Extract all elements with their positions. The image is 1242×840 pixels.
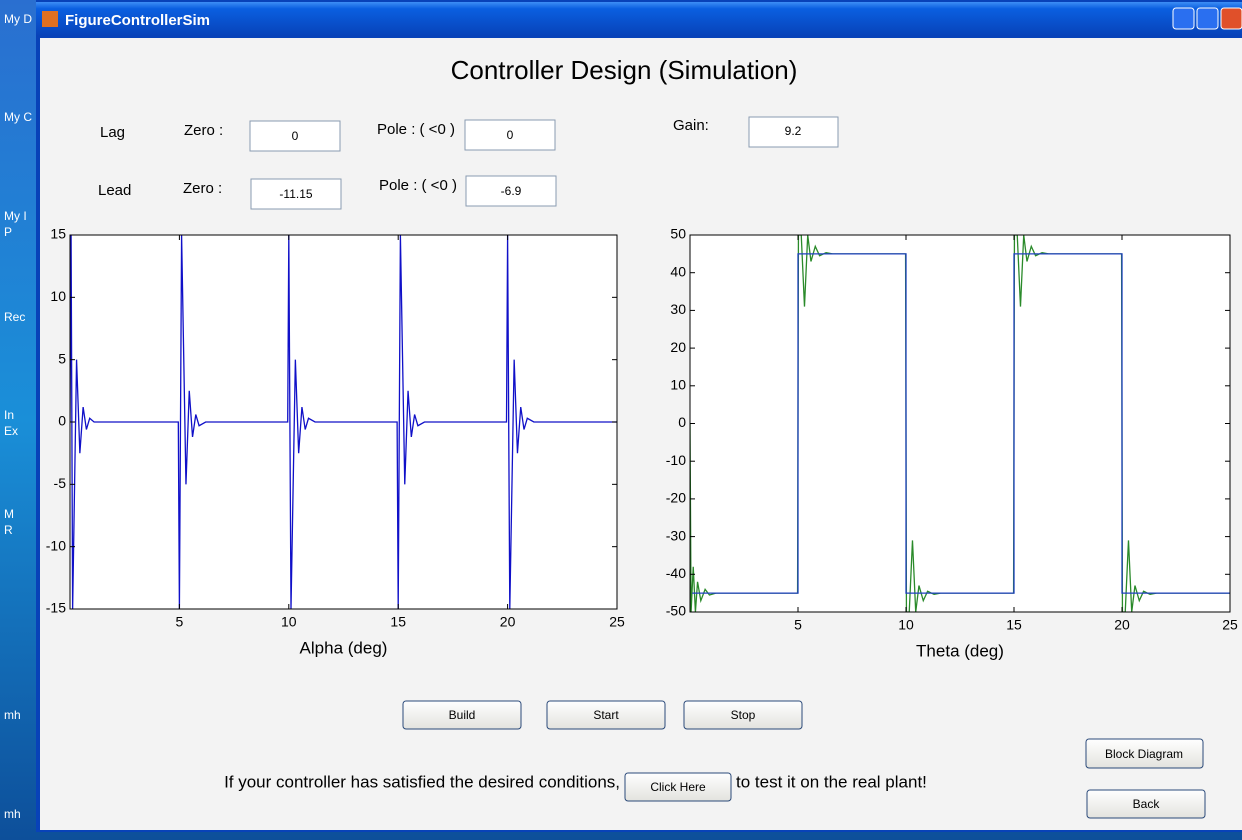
desktop-icon-label: mh (4, 807, 21, 821)
desktop-icon-label: M (4, 507, 14, 521)
stop-button-label: Stop (731, 708, 756, 722)
build-button-label: Build (449, 708, 476, 722)
lead-zero-value: -11.15 (279, 187, 312, 201)
message-after: to test it on the real plant! (736, 772, 927, 791)
y-tick-label: 10 (670, 377, 686, 393)
desktop-icon-label: My C (4, 110, 32, 124)
y-tick-label: 30 (670, 301, 686, 317)
x-tick-label: 15 (1006, 617, 1022, 633)
back-button-label: Back (1133, 797, 1161, 811)
x-tick-label: 15 (390, 614, 406, 630)
y-tick-label: -30 (666, 527, 686, 543)
x-tick-label: 25 (609, 614, 625, 630)
x-axis-label: Alpha (deg) (300, 638, 388, 657)
close-button[interactable] (1220, 7, 1242, 30)
gain-input[interactable] (748, 116, 839, 148)
build-button[interactable]: Build (402, 700, 522, 730)
app-icon (42, 11, 58, 27)
y-tick-label: -15 (46, 600, 66, 616)
desktop-icon-label: My I (4, 209, 27, 223)
x-tick-label: 5 (176, 614, 184, 630)
x-tick-label: 20 (500, 614, 516, 630)
desktop-icon-label: My D (4, 12, 32, 26)
x-tick-label: 10 (281, 614, 297, 630)
lag-pole-label: Pole : ( <0 ) (377, 121, 455, 138)
gain-value: 9.2 (785, 124, 802, 138)
lag-label: Lag (100, 124, 125, 141)
y-tick-label: -5 (54, 475, 67, 491)
gain-label: Gain: (673, 117, 709, 134)
lead-pole-value: -6.9 (501, 184, 522, 198)
y-tick-label: 0 (58, 413, 66, 429)
desktop-icon-label: Ex (4, 424, 18, 438)
lead-pole-input[interactable] (465, 175, 557, 207)
maximize-button[interactable] (1196, 7, 1219, 30)
message-before: If your controller has satisfied the des… (224, 772, 620, 791)
y-tick-label: 10 (50, 288, 66, 304)
lag-pole-input[interactable] (464, 119, 556, 151)
minimize-button[interactable] (1172, 7, 1195, 30)
desktop-icon-label: In (4, 408, 14, 422)
lag-zero-label: Zero : (184, 122, 223, 139)
stop-button[interactable]: Stop (683, 700, 803, 730)
title-bar (36, 2, 1242, 36)
start-button[interactable]: Start (546, 700, 666, 730)
lag-pole-value: 0 (507, 128, 514, 142)
block-diagram-button[interactable]: Block Diagram (1085, 738, 1204, 769)
y-tick-label: 20 (670, 339, 686, 355)
click-here-button[interactable]: Click Here (624, 772, 732, 802)
desktop-icon-label: R (4, 523, 13, 537)
block-diagram-button-label: Block Diagram (1105, 747, 1183, 761)
plot: -50 -40 -30 -20 -10 0 10 20 30 40 50 5 10 15 20 25 Theta… (666, 226, 1238, 661)
x-tick-label: 10 (898, 617, 914, 633)
x-axis-label: Theta (deg) (916, 641, 1004, 660)
x-tick-label: 20 (1114, 617, 1130, 633)
back-button[interactable]: Back (1086, 789, 1206, 819)
x-tick-label: 5 (794, 617, 802, 633)
lag-zero-value: 0 (292, 129, 299, 143)
lead-zero-input[interactable] (250, 178, 342, 210)
y-tick-label: 15 (50, 226, 66, 242)
lead-label: Lead (98, 182, 131, 199)
y-tick-label: -50 (666, 603, 686, 619)
signal-line (70, 235, 617, 609)
lead-pole-label: Pole : ( <0 ) (379, 177, 457, 194)
plot: -15 -10 -5 0 5 10 15 5 10 15 20 25 Alpha (deg) (46, 226, 625, 658)
window-title: FigureControllerSim (65, 12, 210, 29)
y-tick-label: -10 (46, 537, 66, 553)
x-tick-label: 25 (1222, 617, 1238, 633)
axes-background (690, 235, 1230, 612)
heading: Controller Design (Simulation) (451, 55, 798, 85)
y-tick-label: -20 (666, 490, 686, 506)
lag-zero-input[interactable] (249, 120, 341, 152)
y-tick-label: -10 (666, 452, 686, 468)
signal-line (692, 253, 1230, 594)
y-tick-label: -40 (666, 565, 686, 581)
desktop-icon-label: Rec (4, 310, 25, 324)
y-tick-label: 0 (678, 414, 686, 430)
desktop-icon-label: P (4, 225, 12, 239)
click-here-button-label: Click Here (650, 780, 706, 794)
start-button-label: Start (593, 708, 619, 722)
desktop-icon-label: mh (4, 708, 21, 722)
lead-zero-label: Zero : (183, 180, 222, 197)
y-tick-label: 50 (670, 226, 686, 242)
y-tick-label: 40 (670, 263, 686, 279)
y-tick-label: 5 (58, 350, 66, 366)
